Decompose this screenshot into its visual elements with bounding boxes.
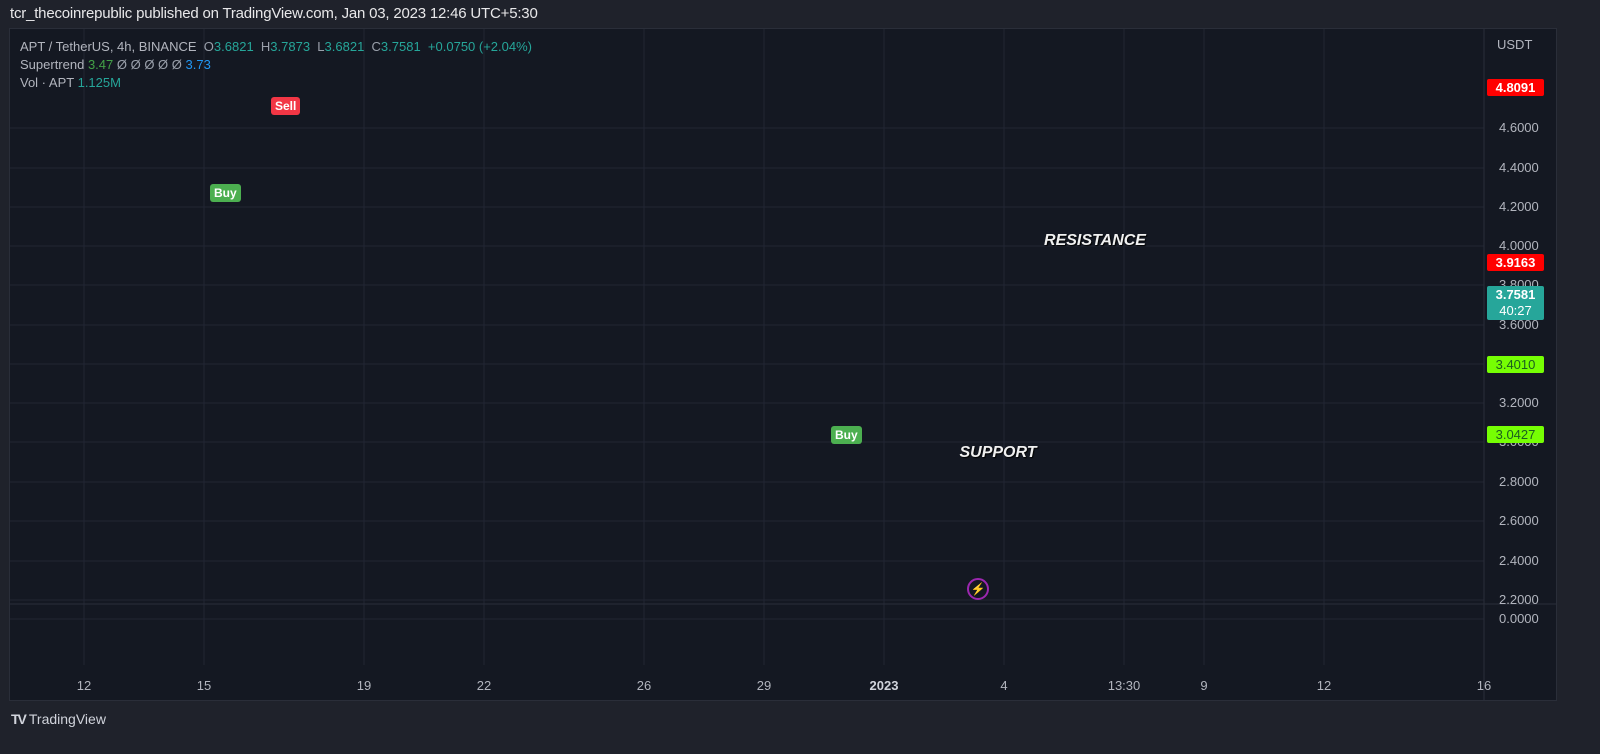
time-tick: 13:30 (1107, 678, 1141, 693)
price-tick: 2.6000 (1499, 513, 1539, 528)
high-value: 3.7873 (270, 39, 311, 54)
support-annotation: SUPPORT (959, 444, 1037, 461)
buy-signal-1: Buy (210, 184, 241, 202)
supertrend-down-value: 3.73 (185, 57, 211, 72)
top-resistance-tag: 4.8091 (1487, 79, 1544, 96)
supertrend-placeholders: Ø Ø Ø Ø Ø (116, 57, 182, 72)
price-tick: 3.2000 (1499, 395, 1539, 410)
open-value: 3.6821 (213, 39, 254, 54)
bar-countdown: 40:27 (1499, 303, 1532, 318)
resistance-annotation: RESISTANCE (1044, 232, 1146, 249)
volume-row: Vol · APT 1.125M (20, 74, 532, 92)
time-tick: 16 (1476, 678, 1492, 693)
time-tick: 29 (756, 678, 772, 693)
tradingview-logo[interactable]: TV TradingView (11, 711, 106, 727)
chart-legend: APT / TetherUS, 4h, BINANCE O3.6821 H3.7… (20, 38, 532, 92)
time-tick: 26 (636, 678, 652, 693)
tv-logo-icon: TV (11, 711, 27, 727)
currency-label: USDT (1497, 37, 1533, 52)
price-tick: 3.6000 (1499, 317, 1539, 332)
time-tick: 15 (196, 678, 212, 693)
price-tick: 0.0000 (1499, 611, 1539, 626)
supertrend-label[interactable]: Supertrend (20, 57, 85, 72)
buy-signal-2: Buy (831, 426, 862, 444)
time-tick: 22 (476, 678, 492, 693)
lightning-icon[interactable]: ⚡ (967, 578, 989, 600)
sell-signal-1: Sell (271, 97, 301, 115)
price-tick: 2.8000 (1499, 474, 1539, 489)
time-tick: 19 (356, 678, 372, 693)
brand-name: TradingView (28, 711, 106, 727)
symbol-name[interactable]: APT / TetherUS, 4h, BINANCE (20, 39, 197, 54)
publish-header: tcr_thecoinrepublic published on Trading… (10, 5, 538, 22)
price-tick: 2.2000 (1499, 592, 1539, 607)
volume-value: 1.125M (77, 75, 121, 90)
time-tick: 12 (76, 678, 92, 693)
time-tick: 2023 (869, 678, 899, 693)
supertrend-row: Supertrend 3.47 Ø Ø Ø Ø Ø 3.73 (20, 56, 532, 74)
time-tick: 4 (1000, 678, 1008, 693)
grid-lines (10, 29, 1556, 700)
resistance-tag: 3.9163 (1487, 254, 1544, 271)
support-tag-2: 3.0427 (1487, 426, 1544, 443)
low-value: 3.6821 (324, 39, 365, 54)
price-tick: 4.4000 (1499, 160, 1539, 175)
volume-label[interactable]: Vol · APT (20, 75, 74, 90)
price-tick: 2.4000 (1499, 553, 1539, 568)
supertrend-up-value: 3.47 (87, 57, 114, 72)
last-price-tag: 3.7581 40:27 (1487, 286, 1544, 320)
symbol-row: APT / TetherUS, 4h, BINANCE O3.6821 H3.7… (20, 39, 532, 54)
change-value: +0.0750 (+2.04%) (427, 39, 532, 54)
price-tick: 4.6000 (1499, 120, 1539, 135)
close-value: 3.7581 (380, 39, 421, 54)
time-tick: 9 (1200, 678, 1208, 693)
price-tick: 4.0000 (1499, 238, 1539, 253)
price-tick: 4.2000 (1499, 199, 1539, 214)
time-tick: 12 (1316, 678, 1332, 693)
support-tag-1: 3.4010 (1487, 356, 1544, 373)
